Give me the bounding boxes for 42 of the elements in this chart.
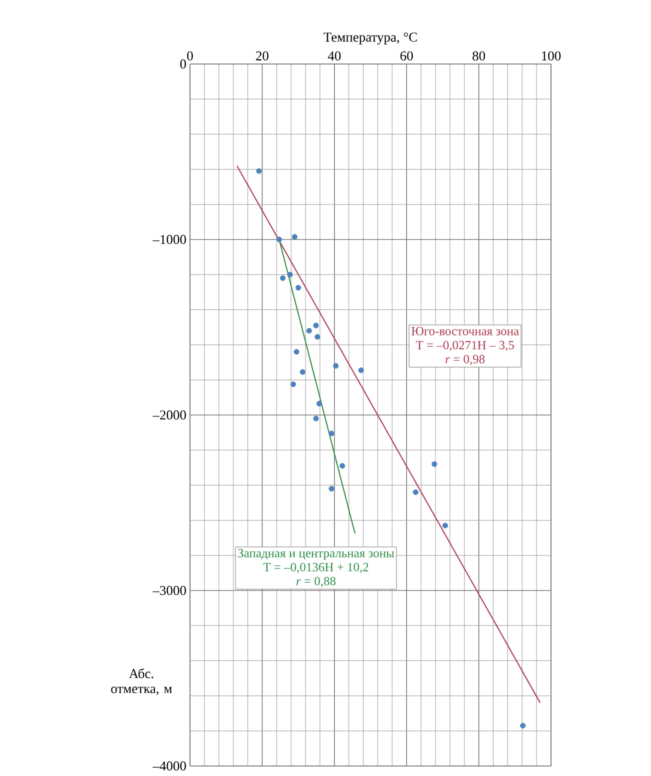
x-tick-label: 60 xyxy=(400,51,413,60)
point xyxy=(280,275,286,281)
point xyxy=(256,168,262,174)
point xyxy=(296,284,302,291)
point xyxy=(412,489,418,496)
point xyxy=(316,400,322,406)
x-axis-title: Температура, °C xyxy=(324,32,417,44)
annotation: r = 0,98 xyxy=(446,354,485,366)
point xyxy=(287,272,293,278)
x-tick-label: 20 xyxy=(256,51,268,60)
y-tick-label: –3000 xyxy=(152,586,186,596)
y-tick-label: –2000 xyxy=(152,410,186,420)
x-tick-label: 0 xyxy=(187,51,193,60)
x-tick-label: 100 xyxy=(542,51,561,60)
point xyxy=(313,322,319,328)
point xyxy=(276,236,282,242)
point xyxy=(328,486,334,492)
point xyxy=(520,722,526,728)
point xyxy=(314,334,320,340)
point xyxy=(300,369,306,375)
point xyxy=(340,463,346,469)
annotation: r = 0,88 xyxy=(296,576,336,588)
annotation: T = –0,0271H – 3,5 xyxy=(416,340,514,352)
annotation: T = –0,0136H + 10,2 xyxy=(263,562,368,574)
point xyxy=(358,367,364,374)
point xyxy=(292,234,298,240)
x-tick-label: 80 xyxy=(472,51,486,60)
y-tick-label: 0 xyxy=(180,59,186,69)
point xyxy=(432,461,438,467)
point xyxy=(290,381,296,388)
point xyxy=(333,363,339,369)
y-axis-title: Абс. отметка, м xyxy=(111,668,172,696)
point xyxy=(328,430,334,436)
annotation: Западная и центральная зоны xyxy=(238,548,394,560)
point xyxy=(313,416,319,422)
point xyxy=(442,522,448,528)
y-tick-label: –1000 xyxy=(152,234,186,244)
y-tick-label: –4000 xyxy=(152,761,186,771)
annotation: Юго-восточная зона xyxy=(411,326,519,336)
x-tick-label: 40 xyxy=(328,51,341,60)
point xyxy=(306,328,312,334)
point xyxy=(294,349,300,355)
